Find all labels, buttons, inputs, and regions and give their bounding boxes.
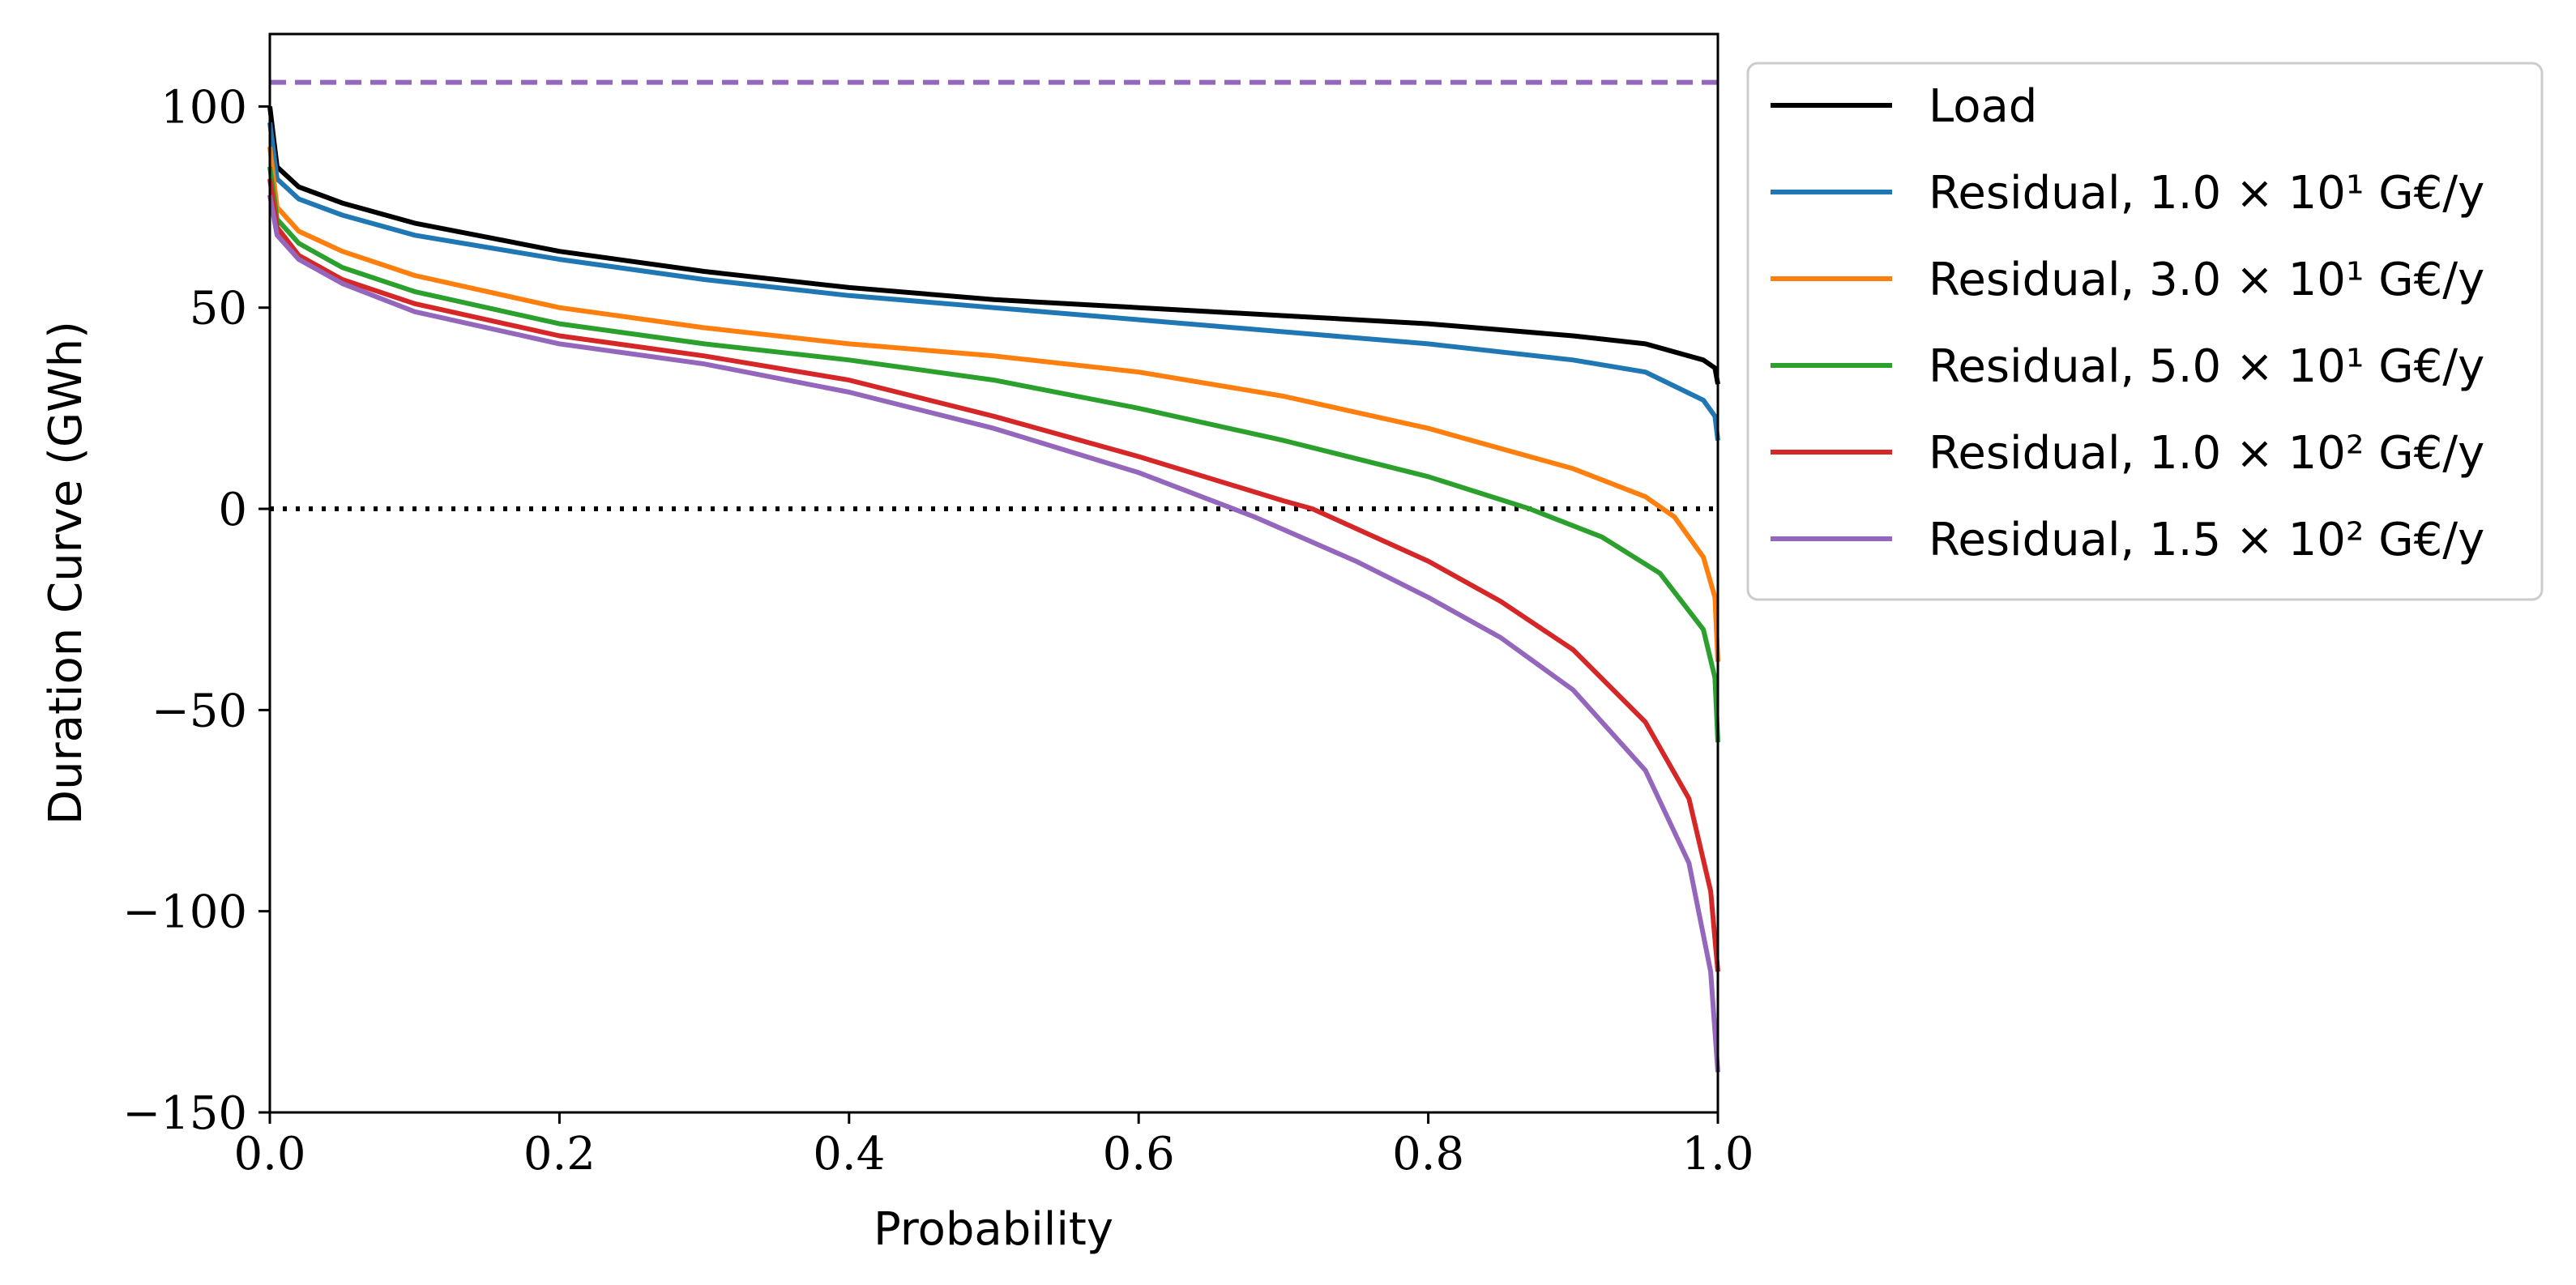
y-tick-label: 100 <box>160 81 247 134</box>
x-tick-label: 0.4 <box>813 1128 885 1180</box>
legend: Load Residual, 1.0 × 10¹ G€/y Residual, 3.… <box>1746 62 2544 601</box>
legend-label-4: Residual, 1.0 × 10² G€/y <box>1929 427 2484 480</box>
x-tick-label: 0.8 <box>1392 1128 1464 1180</box>
x-tick-label: 0.6 <box>1103 1128 1175 1180</box>
series-line-3 <box>267 166 1720 743</box>
x-axis-label: Probability <box>874 1203 1113 1256</box>
series-line-4 <box>267 178 1720 972</box>
plot-area <box>267 79 1720 1073</box>
y-tick-label: −100 <box>122 886 247 939</box>
legend-label-3: Residual, 5.0 × 10¹ G€/y <box>1929 340 2484 393</box>
y-tick-label: −50 <box>152 685 247 737</box>
x-tick-label: 0.0 <box>233 1128 305 1180</box>
series-line-1 <box>267 122 1720 441</box>
legend-label-5: Residual, 1.5 × 10² G€/y <box>1929 514 2484 566</box>
y-axis-label: Duration Curve (GWh) <box>40 321 92 825</box>
legend-label-0: Load <box>1929 80 2037 133</box>
series-line-2 <box>267 146 1720 662</box>
plot-frame <box>268 32 1719 1114</box>
series-line-5 <box>267 194 1720 1073</box>
legend-label-2: Residual, 3.0 × 10¹ G€/y <box>1929 254 2484 306</box>
series-line-0 <box>267 106 1720 385</box>
x-tick-label: 0.2 <box>523 1128 596 1180</box>
y-tick-label: −150 <box>122 1087 247 1140</box>
legend-frame <box>1746 62 2544 601</box>
y-tick-label: 0 <box>218 484 247 536</box>
legend-label-1: Residual, 1.0 × 10¹ G€/y <box>1929 167 2484 220</box>
y-tick-label: 50 <box>190 283 247 335</box>
x-tick-label: 1.0 <box>1681 1128 1754 1180</box>
x-axis: 0.0 0.2 0.4 0.6 0.8 1.0 <box>233 1112 1754 1180</box>
y-axis: 100 50 0 −50 −100 −150 <box>122 81 270 1140</box>
